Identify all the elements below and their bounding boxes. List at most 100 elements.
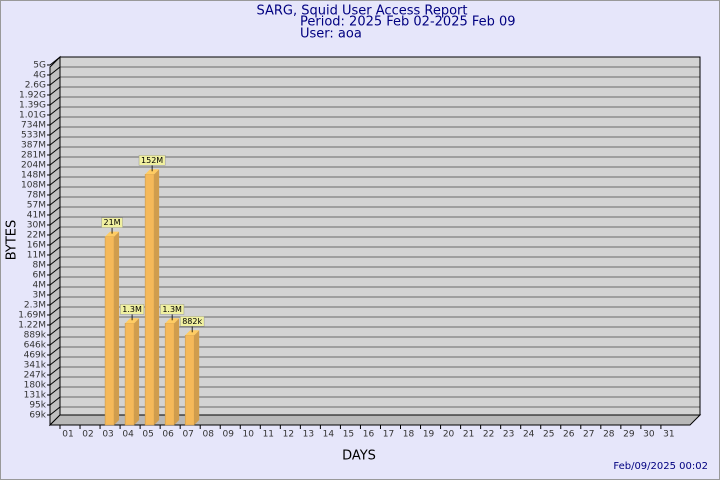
- chart-subtitle: Period: 2025 Feb 02-2025 Feb 09: [300, 15, 516, 30]
- y-tick-label: 4M: [33, 281, 47, 291]
- y-tick-label: 3M: [33, 291, 47, 301]
- y-tick-label: 69k: [29, 411, 46, 421]
- grid-line-wall: [49, 406, 61, 416]
- y-tick-label: 95k: [29, 401, 46, 411]
- grid-line-wall: [49, 386, 61, 396]
- y-tick-label: 204M: [21, 161, 46, 171]
- label-box: [179, 316, 205, 327]
- grid-line-wall: [49, 186, 61, 196]
- grid-line-wall: [49, 86, 61, 96]
- grid-line-wall: [49, 306, 61, 316]
- grid-line-wall: [49, 246, 61, 256]
- grid-line-wall: [49, 366, 61, 376]
- grid-line-wall: [49, 326, 61, 336]
- x-tick-label: 08: [202, 430, 214, 440]
- x-tick-label: 21: [463, 430, 474, 440]
- grid-line-wall: [49, 56, 61, 66]
- grid-line-wall: [49, 316, 61, 326]
- y-tick-label: 22M: [27, 231, 46, 241]
- y-tick-label: 11M: [27, 251, 46, 261]
- bar-side: [154, 169, 160, 425]
- data-label: 882k: [182, 317, 202, 326]
- grid-line-wall: [49, 286, 61, 296]
- grid-line-wall: [49, 156, 61, 166]
- y-tick-label: 30M: [27, 221, 46, 231]
- grid-line-wall: [49, 296, 61, 306]
- grid-line-wall: [49, 216, 61, 226]
- y-tick-label: 8M: [33, 261, 47, 271]
- grid-line-wall: [49, 66, 61, 76]
- x-tick-label: 26: [563, 430, 575, 440]
- y-tick-label: 6M: [33, 271, 47, 281]
- grid-line-wall: [49, 266, 61, 276]
- x-tick-label: 02: [82, 430, 93, 440]
- y-tick-label: 131k: [24, 391, 47, 401]
- bar-top: [105, 231, 120, 237]
- x-tick-label: 14: [323, 430, 335, 440]
- y-tick-label: 180k: [24, 381, 47, 391]
- y-tick-label: 16M: [27, 241, 46, 251]
- bar: [184, 335, 195, 426]
- bar-side: [134, 318, 140, 425]
- grid-line-wall: [49, 106, 61, 116]
- x-tick-label: 28: [603, 430, 615, 440]
- grid-line-wall: [49, 176, 61, 186]
- x-tick-label: 16: [363, 430, 375, 440]
- label-box: [101, 217, 123, 228]
- grid-line-wall: [49, 126, 61, 136]
- label-box: [120, 304, 145, 315]
- grid-line-wall: [49, 396, 61, 406]
- x-tick-label: 04: [122, 430, 134, 440]
- x-tick-label: 27: [583, 430, 594, 440]
- data-label: 152M: [141, 156, 163, 165]
- data-label: 1.3M: [122, 305, 142, 314]
- grid-line-wall: [49, 206, 61, 216]
- y-tick-label: 387M: [21, 141, 46, 151]
- grid-line-wall: [49, 236, 61, 246]
- plot-floor: [48, 414, 702, 426]
- y-axis-label: BYTES: [5, 220, 20, 261]
- x-tick-label: 09: [223, 430, 235, 440]
- grid-line-wall: [49, 136, 61, 146]
- x-tick-label: 03: [102, 430, 113, 440]
- y-tick-label: 1.39G: [19, 101, 46, 111]
- y-tick-label: 1.92G: [19, 91, 46, 101]
- x-axis-label: DAYS: [342, 449, 376, 464]
- y-tick-label: 2.3M: [24, 301, 46, 311]
- x-tick-label: 22: [483, 430, 494, 440]
- y-tick-label: 1.22M: [18, 321, 46, 331]
- y-tick-label: 2.6G: [25, 81, 46, 91]
- x-tick-label: 18: [403, 430, 415, 440]
- y-tick-label: 57M: [27, 201, 46, 211]
- grid-line-wall: [49, 346, 61, 356]
- grid-line-wall: [49, 76, 61, 86]
- grid-line-wall: [49, 146, 61, 156]
- y-tick-label: 533M: [21, 131, 46, 141]
- x-tick-label: 31: [663, 430, 674, 440]
- x-tick-label: 10: [243, 430, 255, 440]
- bar: [124, 323, 135, 426]
- grid-line-wall: [49, 256, 61, 266]
- grid-line-wall: [49, 226, 61, 236]
- grid-line-wall: [49, 336, 61, 346]
- x-tick-label: 11: [263, 430, 274, 440]
- bar-side: [114, 231, 120, 425]
- grid-line-wall: [49, 96, 61, 106]
- y-tick-label: 341k: [24, 361, 47, 371]
- y-tick-label: 889k: [24, 331, 47, 341]
- y-tick-label: 469k: [24, 351, 47, 361]
- x-tick-label: 06: [162, 430, 174, 440]
- x-tick-label: 30: [643, 430, 655, 440]
- bar-top: [185, 330, 200, 336]
- bar-side: [174, 318, 180, 425]
- y-tick-label: 646k: [24, 341, 47, 351]
- y-tick-label: 281M: [21, 151, 46, 161]
- x-tick-label: 05: [142, 430, 153, 440]
- x-tick-label: 15: [343, 430, 354, 440]
- footer: Feb/09/2025 00:02: [613, 461, 708, 472]
- x-tick-label: 17: [383, 430, 394, 440]
- y-tick-label: 247k: [24, 371, 47, 381]
- bar-top: [125, 318, 140, 324]
- label-box: [160, 304, 185, 315]
